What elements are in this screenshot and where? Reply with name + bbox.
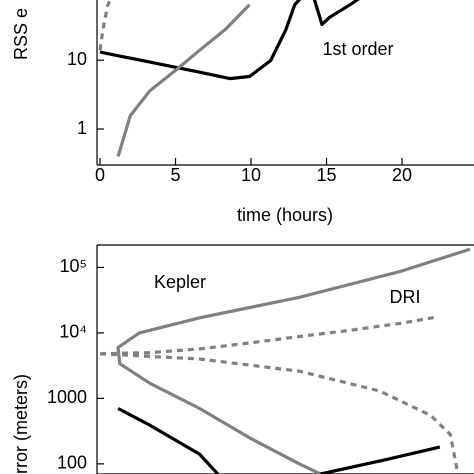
data-line <box>99 0 360 81</box>
annotation: Kepler <box>154 272 206 292</box>
y-axis-label: RSS e <box>11 8 31 60</box>
data-line <box>117 407 441 474</box>
y-axis-label: rror (meters) <box>11 374 31 474</box>
x-tick-label: 0 <box>95 165 105 185</box>
y-tick-label: 10⁵ <box>60 256 87 276</box>
y-tick-label: 100 <box>57 453 87 473</box>
data-line <box>98 0 112 51</box>
data-line <box>116 3 251 157</box>
y-tick-label: 10 <box>67 49 87 69</box>
y-tick-label: 10⁴ <box>59 322 87 342</box>
x-tick-label: 20 <box>392 165 412 185</box>
data-line <box>99 352 460 474</box>
x-tick-label: 5 <box>171 165 181 185</box>
plot-area <box>98 0 360 157</box>
data-line <box>116 247 471 474</box>
x-axis-label: time (hours) <box>237 205 333 225</box>
x-tick-label: 10 <box>241 165 261 185</box>
annotation: DRI <box>390 287 421 307</box>
data-line <box>99 315 438 356</box>
y-tick-label: 1000 <box>47 387 87 407</box>
x-tick-label: 15 <box>317 165 337 185</box>
y-tick-label: 1 <box>77 118 87 138</box>
annotation: 1st order <box>322 39 393 59</box>
plot-area <box>99 247 471 474</box>
